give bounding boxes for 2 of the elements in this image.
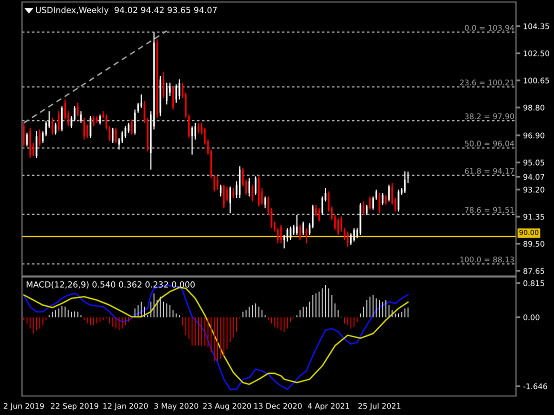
text: USDIndex,Weekly 94.02 94.42 93.65 94.07 <box>36 6 217 15</box>
chart-title: MACD(12,26,9) 0.540 0.362 0.232 0.000 <box>26 281 195 289</box>
